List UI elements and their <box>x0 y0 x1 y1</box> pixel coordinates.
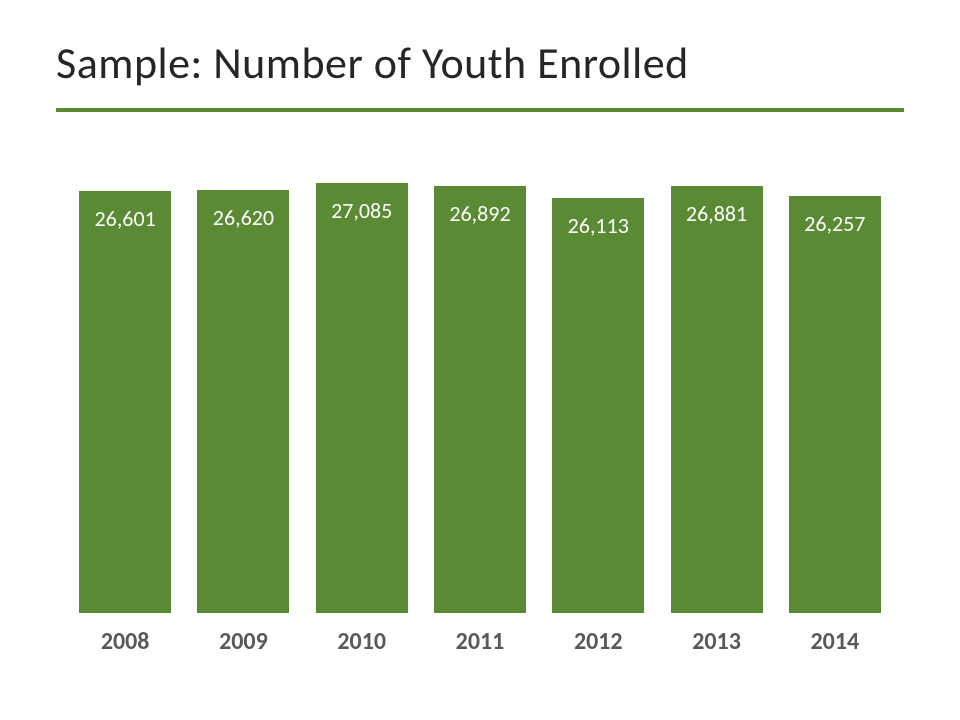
category-label: 2010 <box>337 627 386 656</box>
category-label: 2014 <box>811 627 860 656</box>
slide: Sample: Number of Youth Enrolled 26,601 … <box>0 0 960 720</box>
slide-title: Sample: Number of Youth Enrolled <box>56 36 904 90</box>
bar-group: 26,257 2014 <box>782 176 888 656</box>
bar-2010: 27,085 <box>316 183 408 613</box>
bar-2014: 26,257 <box>789 196 881 613</box>
bar-2009: 26,620 <box>197 190 289 613</box>
bar-2011: 26,892 <box>434 186 526 613</box>
category-label: 2013 <box>692 627 741 656</box>
bar-group: 27,085 2010 <box>309 176 415 656</box>
bar-group: 26,601 2008 <box>72 176 178 656</box>
bar-value-label: 26,257 <box>789 210 881 237</box>
bar-value-label: 26,881 <box>671 200 763 227</box>
category-label: 2009 <box>219 627 268 656</box>
bar-value-label: 26,892 <box>434 200 526 227</box>
bar-group: 26,881 2013 <box>663 176 769 656</box>
bar-group: 26,113 2012 <box>545 176 651 656</box>
bar-chart: 26,601 2008 26,620 2009 27,085 2010 26,8… <box>56 176 904 656</box>
bar-value-label: 26,113 <box>552 212 644 239</box>
category-label: 2011 <box>456 627 505 656</box>
bar-value-label: 26,601 <box>79 205 171 232</box>
bar-2012: 26,113 <box>552 198 644 613</box>
bar-value-label: 26,620 <box>197 204 289 231</box>
bar-2008: 26,601 <box>79 191 171 613</box>
title-underline <box>56 108 904 112</box>
bar-value-label: 27,085 <box>316 197 408 224</box>
category-label: 2012 <box>574 627 623 656</box>
bar-group: 26,892 2011 <box>427 176 533 656</box>
bar-2013: 26,881 <box>671 186 763 613</box>
category-label: 2008 <box>101 627 150 656</box>
bar-group: 26,620 2009 <box>190 176 296 656</box>
